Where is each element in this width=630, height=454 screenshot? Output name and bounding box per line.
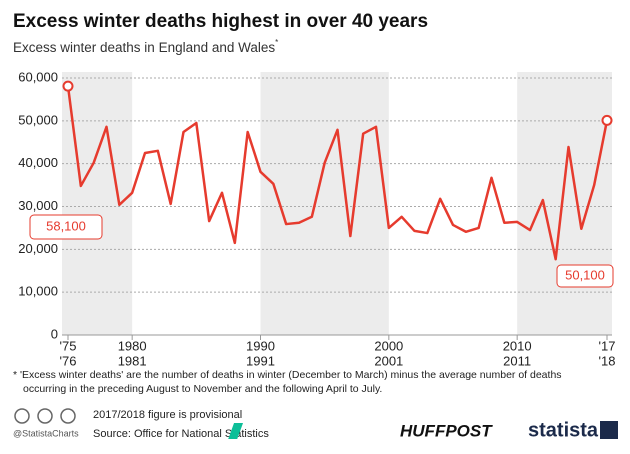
brand: statista [528, 419, 599, 441]
source: Source: Office for National Statistics [93, 428, 269, 440]
value-label: 50,100 [565, 267, 605, 282]
y-tick-label: 20,000 [18, 241, 58, 256]
value-label-box [556, 264, 614, 288]
footnote: occurring in the preceding August to Nov… [23, 383, 382, 395]
cc-icons [14, 408, 76, 424]
chart-title: Excess winter deaths highest in over 40 … [13, 11, 428, 32]
handle: @StatistaCharts [13, 428, 79, 438]
brand-mark [600, 421, 618, 439]
y-tick-label: 0 [51, 326, 58, 341]
y-tick-label: 30,000 [18, 198, 58, 213]
x-tick-label: '18 [599, 353, 616, 368]
x-tick-label: '75 [60, 338, 77, 353]
y-tick-label: 50,000 [18, 112, 58, 127]
x-tick-label: 2010 [503, 338, 532, 353]
value-label: 58,100 [46, 218, 86, 233]
x-tick-label: 2011 [503, 353, 531, 368]
brand: HUFFPOST [400, 421, 493, 440]
y-tick-label: 60,000 [18, 69, 58, 84]
x-tick-label: 1981 [118, 353, 147, 368]
line [66, 85, 609, 261]
band [260, 72, 389, 335]
subtitle: Excess winter deaths in England and Wale… [13, 38, 278, 54]
x-tick-label: 2001 [374, 353, 403, 368]
x-tick-label: 1980 [118, 338, 147, 353]
band [517, 72, 612, 335]
x-tick-label: 1991 [246, 353, 275, 368]
y-tick-label: 10,000 [18, 284, 58, 299]
value-label-box [29, 214, 103, 240]
x-tick-label: '17 [599, 338, 616, 353]
point [601, 114, 613, 126]
footnote: * 'Excess winter deaths' are the number … [13, 369, 562, 381]
brand-mark [228, 423, 244, 439]
x-tick-label: 1990 [246, 338, 275, 353]
y-tick-label: 40,000 [18, 155, 58, 170]
x-tick-label: 2000 [374, 338, 403, 353]
x-tick-label: '76 [60, 353, 77, 368]
note: 2017/2018 figure is provisional [93, 409, 242, 421]
point [62, 80, 74, 92]
